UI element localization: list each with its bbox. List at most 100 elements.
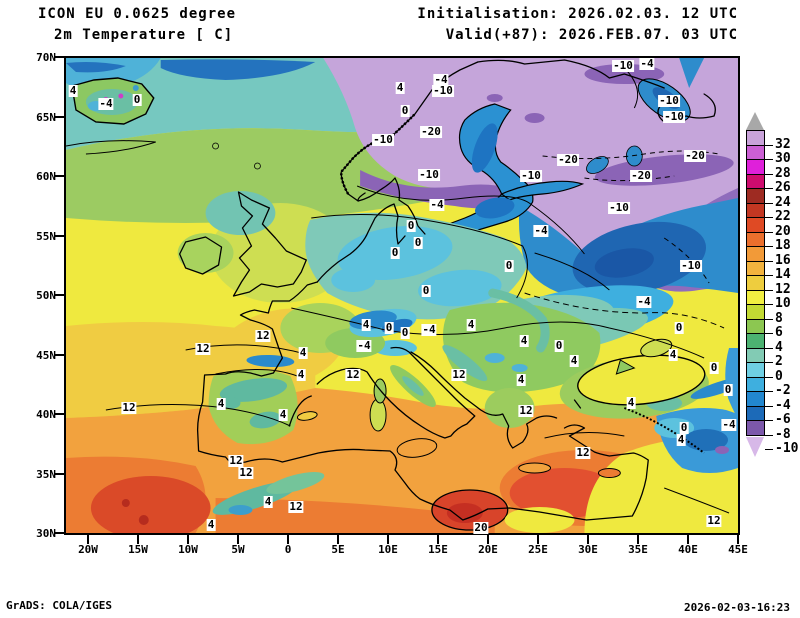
lon-tick-mark xyxy=(737,535,739,544)
colorbar-band xyxy=(747,348,764,363)
colorbar-band xyxy=(747,363,764,378)
colorbar-band xyxy=(747,232,764,247)
lon-tick-label: 5W xyxy=(231,543,245,556)
valid-time-label: Valid(+87): 2026.FEB.07. 03 UTC xyxy=(445,27,738,43)
colorbar-over-arrow xyxy=(746,112,764,130)
lat-tick-mark xyxy=(55,413,64,415)
colorbar-tick-mark xyxy=(765,289,773,291)
lon-tick-mark xyxy=(87,535,89,544)
model-title: ICON EU 0.0625 degree xyxy=(38,6,237,22)
colorbar-tick-label: -6 xyxy=(775,412,791,427)
colorbar-band xyxy=(747,174,764,189)
lon-tick-mark xyxy=(237,535,239,544)
colorbar-tick-mark xyxy=(765,304,773,305)
colorbar-band xyxy=(747,392,764,407)
lon-tick-label: 5E xyxy=(331,543,345,556)
lon-tick-mark xyxy=(387,535,389,544)
init-time-label: Initialisation: 2026.02.03. 12 UTC xyxy=(417,6,738,22)
colorbar-tick-label: 0 xyxy=(775,368,783,384)
colorbar-band xyxy=(747,131,764,146)
lon-tick-mark xyxy=(537,535,539,544)
lon-tick-label: 0 xyxy=(284,543,292,556)
colorbar-tick-label: 22 xyxy=(775,209,791,224)
lat-tick-mark xyxy=(55,353,64,356)
region-baltic-sea xyxy=(404,103,585,239)
lon-tick-mark xyxy=(287,535,289,544)
colorbar-tick-mark xyxy=(765,318,773,320)
lat-tick-mark xyxy=(55,472,64,475)
lat-tick-mark xyxy=(55,532,64,534)
colorbar-tick-label: -2 xyxy=(775,383,791,398)
colorbar-tick-mark xyxy=(765,260,773,262)
colorbar-band xyxy=(747,203,764,218)
colorbar-tick-mark xyxy=(765,333,773,334)
colorbar-tick-mark xyxy=(765,173,773,175)
colorbar-band xyxy=(747,160,764,175)
lon-tick-label: 20E xyxy=(478,543,498,556)
colorbar-tick-mark xyxy=(765,144,773,146)
region-iceland xyxy=(66,58,316,170)
colorbar-tick-mark xyxy=(765,231,773,233)
lon-tick-label: 15E xyxy=(428,543,448,556)
colorbar-band xyxy=(747,290,764,305)
lon-tick-label: 25E xyxy=(528,543,548,556)
lat-tick-label: 70N xyxy=(36,51,56,64)
lat-tick-label: 50N xyxy=(36,289,56,302)
colorbar-tick-label: 18 xyxy=(775,238,791,253)
colorbar-tick-mark xyxy=(765,376,773,378)
region-black-sea xyxy=(577,338,706,406)
lon-tick-label: 45E xyxy=(728,543,748,556)
lat-tick-mark xyxy=(55,56,64,58)
colorbar-tick-label: 20 xyxy=(775,223,791,239)
colorbar-tick-label: 6 xyxy=(775,325,783,340)
colorbar-tick-label: 24 xyxy=(775,194,791,210)
colorbar-tick-mark xyxy=(765,275,773,276)
colorbar-tick-label: 12 xyxy=(775,281,791,297)
colorbar-tick-label: 4 xyxy=(775,339,783,355)
colorbar-tick-label: 8 xyxy=(775,310,783,326)
colorbar-band xyxy=(747,189,764,204)
colorbar-band xyxy=(747,421,764,435)
colorbar-band xyxy=(747,377,764,392)
lat-tick-label: 55N xyxy=(36,229,56,243)
temperature-map: 4 -4 0 4 -4 -10 0 -10 -20 -10 -4 -10 -20 -10 -4 -10 -10-… xyxy=(64,56,740,535)
lon-tick-label: 30E xyxy=(578,543,598,556)
region-islands xyxy=(296,378,621,478)
colorbar-tick-mark xyxy=(765,405,773,407)
colorbar-tick-label: -8 xyxy=(775,426,791,442)
lat-tick-mark xyxy=(55,294,64,296)
lon-tick-mark xyxy=(687,535,689,544)
colorbar-band xyxy=(747,261,764,276)
contour-lines xyxy=(66,67,730,514)
colorbar-tick-label: 16 xyxy=(775,252,791,268)
lat-tick-mark xyxy=(55,115,64,118)
colorbar-tick-mark xyxy=(765,434,773,436)
colorbar-tick-mark xyxy=(765,217,773,218)
lat-tick-mark xyxy=(55,175,64,177)
lat-tick-label: 45N xyxy=(36,348,56,362)
lon-tick-label: 10E xyxy=(378,543,398,556)
colorbar-tick-mark xyxy=(765,449,773,450)
colorbar-tick-label: 26 xyxy=(775,180,791,195)
temperature-colorbar: 32 30 28 26 24 22 20 18 16 14 12 10 8 6 4 2 0 -2 -4 -6 -8 -10 xyxy=(746,112,800,472)
colorbar-tick-mark xyxy=(765,202,773,204)
colorbar-tick-mark xyxy=(765,246,773,247)
colorbar-band xyxy=(747,406,764,421)
colorbar-band xyxy=(747,276,764,291)
colorbar-band xyxy=(747,247,764,262)
lon-tick-mark xyxy=(437,535,439,544)
lat-tick-mark xyxy=(55,234,64,237)
lat-tick-label: 40N xyxy=(36,408,56,421)
colorbar-band xyxy=(747,305,764,320)
colorbar-tick-mark xyxy=(765,188,773,189)
colorbar-band xyxy=(747,145,764,160)
colorbar-tick-label: 2 xyxy=(775,354,783,369)
colorbar-tick-label: 28 xyxy=(775,165,791,181)
colorbar-tick-label: 14 xyxy=(775,267,791,282)
lon-tick-mark xyxy=(337,535,339,544)
colorbar-band xyxy=(747,319,764,334)
lat-tick-label: 60N xyxy=(36,170,56,183)
colorbar-tick-mark xyxy=(765,420,773,421)
colorbar-under-arrow xyxy=(746,436,764,457)
field-title: 2m Temperature [ C] xyxy=(54,27,234,43)
